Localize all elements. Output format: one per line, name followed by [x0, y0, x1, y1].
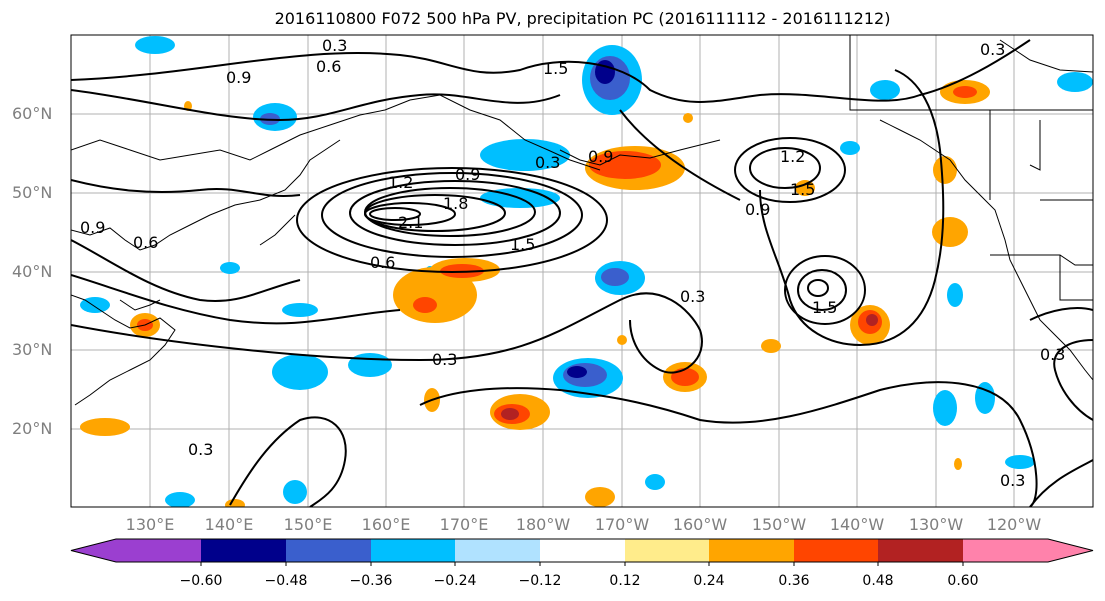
lon-label: 160°W — [672, 515, 728, 534]
lat-label: 60°N — [12, 104, 53, 123]
lon-label: 180°W — [515, 515, 571, 534]
lon-label: 150°W — [751, 515, 807, 534]
lat-label: 40°N — [12, 262, 53, 281]
contour-label: 0.9 — [745, 200, 770, 219]
colorbar-tick-label: −0.12 — [518, 573, 562, 589]
coastlines — [71, 35, 1093, 406]
contour-label: 1.5 — [510, 235, 535, 254]
colorbar-tick-label: 0.12 — [609, 573, 641, 589]
map-title: 2016110800 F072 500 hPa PV, precipitatio… — [274, 9, 891, 28]
lat-label: 50°N — [12, 183, 53, 202]
colorbar-tick-label: −0.48 — [264, 573, 308, 589]
lon-label: 130°W — [908, 515, 964, 534]
contour-label: 0.6 — [370, 253, 395, 272]
pv-contours — [71, 39, 1093, 507]
contour-label: 1.5 — [790, 180, 815, 199]
contour-label: 1.5 — [543, 59, 568, 78]
contour-label: 1.8 — [443, 194, 468, 213]
contour-label: 0.3 — [1040, 345, 1065, 364]
lon-label: 170°E — [439, 515, 489, 534]
colorbar-tick-label: 0.36 — [778, 573, 810, 589]
contour-label: 0.3 — [188, 440, 213, 459]
lat-label: 30°N — [12, 340, 53, 359]
lon-label: 150°E — [283, 515, 333, 534]
contour-label: 1.5 — [812, 298, 837, 317]
contour-label: 0.9 — [226, 68, 251, 87]
contour-label: 2.1 — [398, 213, 423, 232]
lon-label: 160°E — [361, 515, 411, 534]
contour-label: 0.9 — [455, 165, 480, 184]
contour-label: 1.2 — [388, 173, 413, 192]
colorbar-tick-label: 0.24 — [693, 573, 725, 589]
colorbar-tick-label: 0.48 — [862, 573, 894, 589]
pv-contour-labels: 0.3 0.6 0.9 1.2 0.9 1.8 2.1 1.5 0.6 0.9 … — [80, 36, 1065, 490]
lat-label: 20°N — [12, 419, 53, 438]
colorbar-tick-label: −0.36 — [349, 573, 393, 589]
contour-label: 0.3 — [1000, 471, 1025, 490]
colorbar-tick-label: −0.24 — [433, 573, 477, 589]
contour-label: 0.9 — [80, 218, 105, 237]
contour-label: 0.6 — [133, 233, 158, 252]
contour-label: 1.2 — [780, 147, 805, 166]
contour-label: 0.3 — [535, 153, 560, 172]
contour-label: 0.3 — [322, 36, 347, 55]
contour-label: 0.3 — [980, 40, 1005, 59]
lon-label: 140°W — [829, 515, 885, 534]
contour-label: 0.3 — [680, 287, 705, 306]
lon-label: 120°W — [986, 515, 1042, 534]
lon-label: 130°E — [125, 515, 175, 534]
colorbar-tick-label: 0.60 — [947, 573, 979, 589]
contour-label: 0.9 — [588, 147, 613, 166]
lon-label: 170°W — [594, 515, 650, 534]
precipitation-shading — [80, 36, 1093, 507]
contour-label: 0.3 — [432, 350, 457, 369]
contour-label: 0.6 — [316, 57, 341, 76]
colorbar-tick-label: −0.60 — [179, 573, 223, 589]
lon-label: 140°E — [204, 515, 254, 534]
